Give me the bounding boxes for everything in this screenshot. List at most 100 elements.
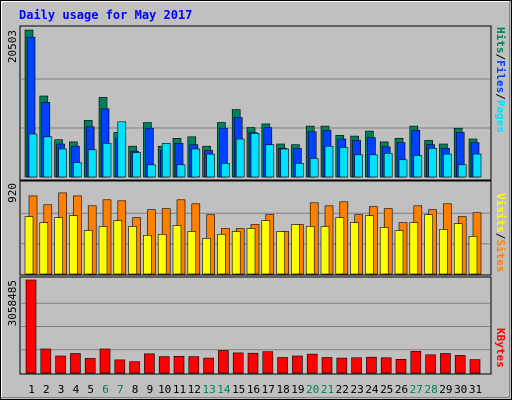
day-label: 19 bbox=[291, 383, 304, 396]
bar-pages bbox=[369, 154, 378, 178]
bar-visits bbox=[409, 222, 419, 275]
bar-kbytes bbox=[188, 356, 200, 374]
day-label: 18 bbox=[276, 383, 289, 396]
bar-visits bbox=[439, 229, 448, 275]
day-label: 15 bbox=[232, 383, 245, 396]
day-label: 3 bbox=[58, 383, 65, 396]
bar-pages bbox=[221, 163, 230, 178]
bar-pages bbox=[472, 153, 482, 178]
bar-kbytes bbox=[84, 358, 96, 374]
bar-kbytes bbox=[129, 361, 140, 374]
bar-visits bbox=[202, 238, 211, 275]
bar-kbytes bbox=[366, 356, 377, 374]
day-label: 10 bbox=[158, 383, 171, 396]
bar-kbytes bbox=[203, 357, 214, 374]
bar-pages bbox=[398, 159, 408, 178]
bar-kbytes bbox=[410, 351, 422, 374]
day-label: 12 bbox=[188, 383, 201, 396]
ymax-label-sites: 920 bbox=[6, 183, 19, 203]
ymax-label-kbytes: 3058485 bbox=[6, 280, 19, 326]
bar-pages bbox=[176, 164, 186, 178]
bar-pages bbox=[339, 147, 349, 178]
legend-hits-files-pages: Hits/Files/Pages bbox=[494, 27, 507, 133]
bar-pages bbox=[413, 155, 423, 178]
bar-pages bbox=[265, 144, 275, 178]
bar-kbytes bbox=[247, 352, 259, 374]
bar-kbytes bbox=[173, 355, 185, 374]
bar-pages bbox=[43, 136, 53, 178]
day-label: 29 bbox=[439, 383, 452, 396]
legend-sites-visits: Visits/Sites bbox=[494, 193, 507, 273]
bar-visits bbox=[143, 235, 152, 275]
bar-pages bbox=[87, 149, 97, 178]
bar-pages bbox=[58, 148, 67, 178]
bar-visits bbox=[83, 230, 93, 275]
bar-visits bbox=[231, 231, 241, 275]
bar-visits bbox=[305, 226, 315, 275]
bar-visits bbox=[365, 215, 374, 275]
bar-pages bbox=[117, 121, 127, 178]
bar-visits bbox=[187, 231, 197, 275]
day-label: 20 bbox=[306, 383, 319, 396]
day-label: 23 bbox=[350, 383, 363, 396]
bar-pages bbox=[354, 154, 363, 178]
bar-pages bbox=[73, 162, 82, 178]
bar-pages bbox=[28, 133, 38, 178]
bar-kbytes bbox=[158, 356, 170, 374]
legend-sep-1: / bbox=[494, 54, 507, 61]
bar-kbytes bbox=[454, 355, 466, 374]
legend-sep-2: / bbox=[494, 93, 507, 100]
bar-pages bbox=[443, 153, 452, 178]
day-label: 28 bbox=[424, 383, 437, 396]
day-label: 13 bbox=[202, 383, 215, 396]
bar-kbytes bbox=[395, 358, 407, 374]
bar-pages bbox=[280, 148, 289, 178]
bar-visits bbox=[246, 228, 256, 275]
day-label: 5 bbox=[87, 383, 94, 396]
bar-kbytes bbox=[114, 359, 126, 374]
bar-pages bbox=[132, 152, 141, 178]
bar-visits bbox=[350, 222, 359, 275]
legend-sep-3: / bbox=[494, 233, 507, 240]
bar-visits bbox=[128, 226, 137, 275]
bar-kbytes bbox=[25, 279, 37, 374]
day-label: 21 bbox=[321, 383, 334, 396]
bar-kbytes bbox=[99, 348, 111, 374]
day-label: 14 bbox=[217, 383, 231, 396]
day-label: 31 bbox=[469, 383, 482, 396]
bar-visits bbox=[394, 230, 404, 275]
bar-pages bbox=[324, 145, 334, 178]
bar-pages bbox=[457, 164, 467, 178]
day-label: 30 bbox=[454, 383, 467, 396]
day-label: 9 bbox=[147, 383, 154, 396]
bar-kbytes bbox=[144, 353, 155, 374]
bar-visits bbox=[172, 225, 182, 275]
bar-kbytes bbox=[292, 355, 303, 374]
legend-sites: Sites bbox=[494, 239, 507, 272]
bar-pages bbox=[309, 158, 319, 178]
bar-visits bbox=[69, 215, 78, 275]
legend-files: Files bbox=[494, 60, 507, 93]
bar-pages bbox=[161, 143, 171, 178]
day-label: 7 bbox=[117, 383, 124, 396]
bars-layer bbox=[24, 29, 482, 374]
bar-kbytes bbox=[306, 353, 318, 374]
bar-kbytes bbox=[218, 350, 229, 374]
bar-pages bbox=[428, 148, 437, 178]
bar-visits bbox=[157, 234, 167, 275]
bar-visits bbox=[291, 224, 300, 275]
bar-pages bbox=[206, 153, 215, 178]
bar-pages bbox=[295, 163, 304, 178]
bar-visits bbox=[217, 234, 226, 275]
day-label: 1 bbox=[28, 383, 35, 396]
day-label: 8 bbox=[132, 383, 139, 396]
legend-hits: Hits bbox=[494, 27, 507, 54]
day-label: 22 bbox=[336, 383, 349, 396]
day-label: 6 bbox=[102, 383, 109, 396]
bar-kbytes bbox=[440, 353, 451, 374]
bar-visits bbox=[276, 231, 285, 275]
day-label: 25 bbox=[380, 383, 393, 396]
bar-kbytes bbox=[351, 357, 362, 374]
bar-kbytes bbox=[262, 351, 274, 374]
bar-visits bbox=[261, 220, 271, 275]
